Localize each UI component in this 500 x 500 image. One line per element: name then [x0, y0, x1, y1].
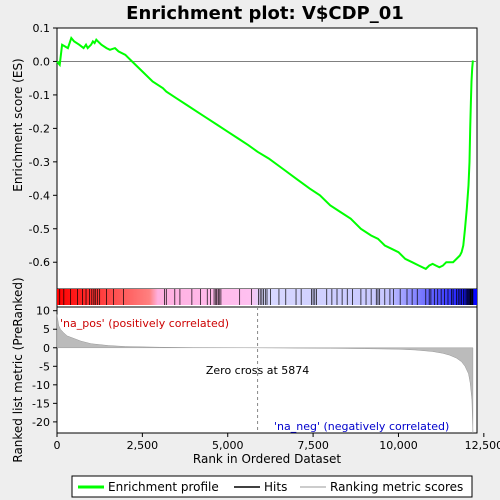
- es-y-tick-label: 0.0: [33, 55, 51, 68]
- es-y-tick-label: -0.2: [29, 122, 50, 135]
- es-y-ticks: 0.1 0.0 -0.1 -0.2 -0.3 -0.4 -0.5 -0.6: [29, 22, 57, 269]
- legend: Enrichment profile Hits Ranking metric s…: [71, 475, 473, 498]
- es-y-tick-label: -0.1: [29, 89, 50, 102]
- legend-label-hits: Hits: [264, 480, 287, 494]
- es-y-tick-label: -0.3: [29, 156, 50, 169]
- hit-markers: [59, 289, 474, 305]
- metric-y-tick-label: -20: [32, 416, 50, 429]
- x-tick-label: 12,500: [465, 439, 500, 452]
- positive-label: 'na_pos' (positively correlated): [60, 317, 229, 330]
- metric-y-tick-label: -5: [39, 360, 50, 373]
- es-y-tick-label: -0.5: [29, 223, 50, 236]
- metric-panel: [56, 306, 478, 434]
- chart-title: Enrichment plot: V$CDP_01: [126, 3, 404, 24]
- metric-y-ticks: 10 5 0 -5 -10 -15 -20: [32, 305, 57, 429]
- x-tick-label: 10,000: [379, 439, 418, 452]
- negative-label: 'na_neg' (negatively correlated): [274, 420, 449, 433]
- enrichment-profile-line: [56, 35, 474, 271]
- legend-label-enrichment: Enrichment profile: [108, 480, 219, 494]
- legend-label-metric: Ranking metric scores: [330, 480, 463, 494]
- metric-y-tick-label: 10: [36, 305, 50, 318]
- metric-y-tick-label: 5: [43, 323, 50, 336]
- es-y-tick-label: -0.6: [29, 256, 50, 269]
- x-tick-label: 2,500: [127, 439, 159, 452]
- x-axis-ticks: 0 2,500 5,000 7,500 10,000 12,500: [54, 433, 500, 452]
- x-axis-label: Rank in Ordered Dataset: [193, 452, 341, 466]
- zero-cross-label: Zero cross at 5874: [206, 364, 309, 377]
- x-tick-label: 5,000: [212, 439, 244, 452]
- metric-y-tick-label: -15: [32, 397, 50, 410]
- es-y-axis-label: Enrichment score (ES): [11, 58, 25, 191]
- metric-y-axis-label: Ranked list metric (PreRanked): [11, 277, 25, 462]
- metric-y-tick-label: -10: [32, 379, 50, 392]
- ranking-metric-area: [56, 314, 474, 434]
- es-y-tick-label: -0.4: [29, 189, 50, 202]
- es-y-tick-label: 0.1: [33, 22, 51, 35]
- x-tick-label: 7,500: [297, 439, 329, 452]
- x-tick-label: 0: [54, 439, 61, 452]
- metric-y-tick-label: 0: [43, 342, 50, 355]
